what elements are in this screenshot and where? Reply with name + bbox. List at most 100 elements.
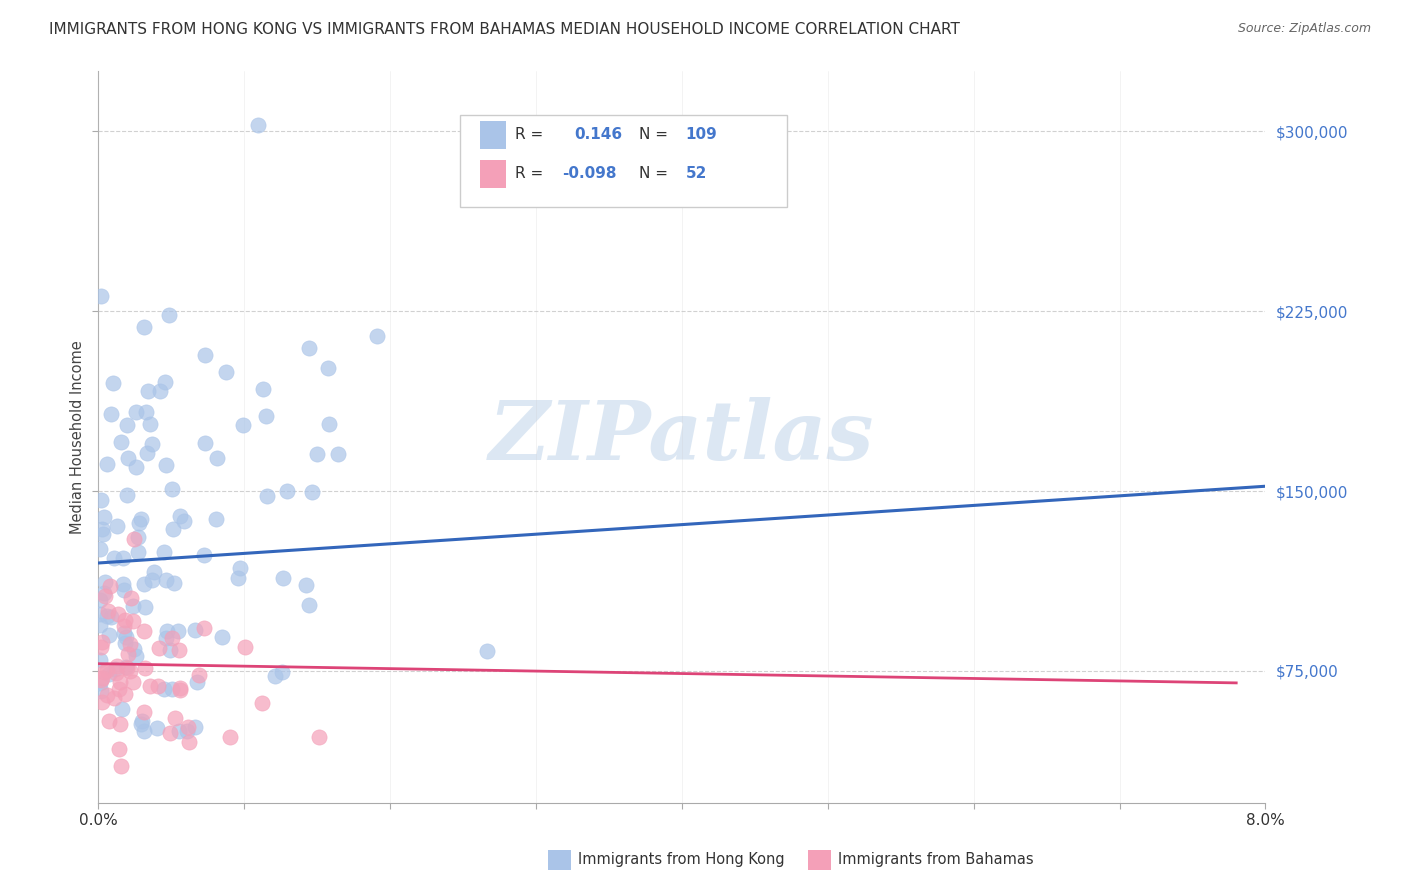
Point (316, 361, 339, 376)
Point (128, 516, 150, 530)
Point (94, 574, 117, 589)
Point (112, 626, 135, 640)
Point (131, 717, 153, 731)
Point (184, 720, 207, 734)
Point (91, 527, 114, 541)
Point (97, 604, 120, 618)
Point (108, 742, 131, 756)
Point (134, 705, 156, 719)
Point (120, 637, 142, 651)
Point (211, 631, 233, 645)
Point (366, 328, 388, 343)
Point (103, 551, 125, 566)
Point (153, 681, 176, 696)
Point (120, 664, 142, 678)
Point (232, 418, 254, 433)
Point (183, 624, 205, 638)
Text: 109: 109 (685, 128, 717, 143)
Point (132, 723, 155, 738)
Point (194, 436, 217, 450)
Point (90, 289, 112, 303)
Point (229, 561, 252, 575)
Point (103, 690, 125, 705)
Point (264, 669, 287, 683)
Point (252, 696, 274, 710)
Bar (479, 121, 506, 149)
Point (135, 405, 157, 419)
Point (159, 726, 181, 740)
Text: ZIPatlas: ZIPatlas (489, 397, 875, 477)
Point (169, 723, 191, 738)
Point (107, 682, 129, 697)
Point (167, 624, 190, 638)
Point (111, 577, 134, 591)
FancyBboxPatch shape (460, 115, 787, 207)
Text: N =: N = (638, 166, 672, 181)
Point (298, 599, 321, 613)
Point (162, 482, 184, 496)
Point (105, 518, 128, 533)
Point (96, 609, 118, 624)
Point (96, 457, 118, 471)
Point (114, 687, 136, 701)
Point (233, 640, 256, 654)
Point (156, 624, 179, 638)
Point (148, 640, 170, 655)
Point (110, 759, 132, 773)
Point (112, 618, 135, 632)
Point (114, 630, 136, 644)
Point (105, 666, 128, 681)
Point (153, 375, 176, 389)
Text: 52: 52 (685, 166, 707, 181)
Point (90, 684, 112, 698)
Text: R =: R = (515, 128, 558, 143)
Text: IMMIGRANTS FROM HONG KONG VS IMMIGRANTS FROM BAHAMAS MEDIAN HOUSEHOLD INCOME COR: IMMIGRANTS FROM HONG KONG VS IMMIGRANTS … (49, 22, 960, 37)
Point (186, 675, 208, 690)
Point (169, 509, 191, 524)
Point (121, 674, 143, 689)
Point (111, 702, 134, 716)
Point (127, 530, 149, 544)
Point (139, 679, 162, 693)
Point (117, 451, 139, 466)
Point (117, 418, 139, 433)
Point (129, 512, 152, 526)
Point (110, 434, 132, 449)
Point (205, 450, 228, 465)
Point (143, 565, 166, 579)
Point (155, 631, 177, 645)
Point (146, 721, 169, 735)
Point (122, 532, 145, 546)
Point (135, 446, 157, 460)
Point (96, 689, 118, 703)
Point (271, 571, 294, 585)
Point (96, 663, 118, 677)
Point (107, 607, 129, 621)
Point (160, 631, 183, 645)
Point (270, 665, 292, 680)
Point (301, 484, 323, 499)
Point (326, 447, 349, 461)
Point (318, 417, 340, 431)
Point (157, 308, 180, 322)
Point (176, 720, 198, 734)
Point (115, 488, 138, 502)
Point (89, 607, 111, 621)
Point (226, 571, 249, 585)
Point (176, 723, 198, 738)
Point (91, 522, 114, 536)
Point (163, 711, 186, 725)
Point (205, 512, 228, 526)
Point (139, 417, 162, 431)
Point (117, 647, 139, 661)
Point (252, 382, 274, 396)
Point (141, 573, 163, 587)
Point (149, 384, 172, 399)
Point (100, 408, 122, 422)
Point (141, 437, 163, 451)
Point (91, 635, 114, 649)
Point (90, 673, 112, 688)
Point (256, 409, 278, 423)
Point (136, 384, 159, 399)
Point (132, 320, 155, 334)
